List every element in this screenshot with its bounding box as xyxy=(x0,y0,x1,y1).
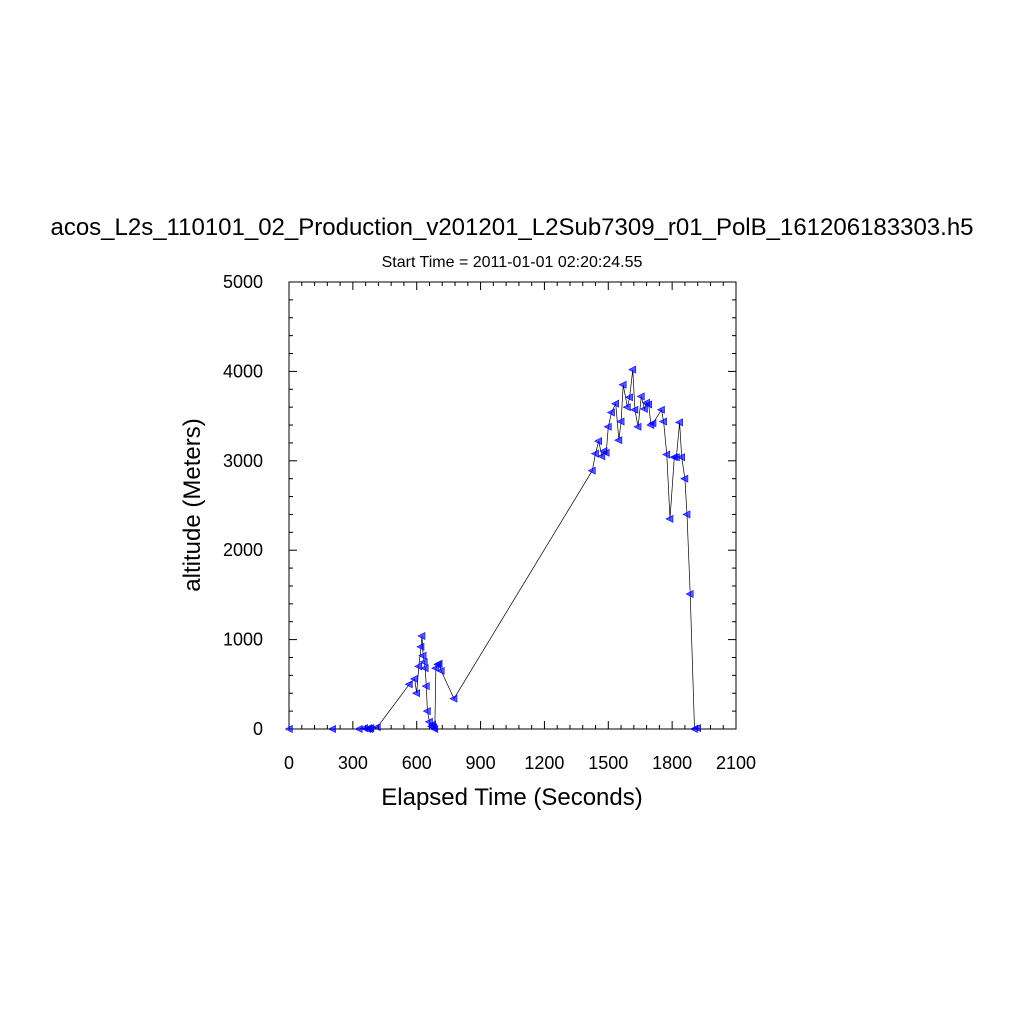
data-point xyxy=(628,365,637,374)
data-point xyxy=(662,450,671,459)
data-point xyxy=(354,725,363,733)
data-point xyxy=(603,422,612,431)
data-point xyxy=(636,392,645,401)
plot-frame xyxy=(288,281,737,730)
data-point xyxy=(434,659,443,668)
data-point xyxy=(284,725,293,733)
data-point xyxy=(597,452,606,461)
x-axis-label: Elapsed Time (Seconds) xyxy=(381,784,642,811)
data-point xyxy=(594,437,603,446)
data-point xyxy=(665,514,674,523)
data-point xyxy=(644,400,653,409)
data-point xyxy=(449,694,458,703)
data-point xyxy=(590,449,599,458)
y-tick-label: 1000 xyxy=(223,630,263,650)
data-point xyxy=(601,448,610,457)
data-point xyxy=(693,724,702,733)
data-point xyxy=(639,404,648,413)
data-point xyxy=(372,723,381,732)
data-point xyxy=(327,725,336,733)
data-point xyxy=(674,418,683,427)
y-axis-label: altitude (Meters) xyxy=(179,418,206,591)
data-point xyxy=(419,658,428,666)
x-tick-label: 1200 xyxy=(524,753,564,773)
data-point xyxy=(616,417,625,426)
data-point xyxy=(416,642,425,651)
data-point xyxy=(658,417,667,426)
data-point xyxy=(587,466,596,475)
data-point xyxy=(430,725,439,733)
x-tick-label: 900 xyxy=(466,753,496,773)
y-tick-label: 4000 xyxy=(223,361,263,381)
data-point xyxy=(614,436,623,445)
x-tick-label: 600 xyxy=(402,753,432,773)
x-tick-label: 0 xyxy=(284,753,294,773)
data-point xyxy=(648,419,657,428)
data-point xyxy=(409,674,418,683)
data-point xyxy=(624,393,633,402)
chart-title: acos_L2s_110101_02_Production_v201201_L2… xyxy=(50,214,973,241)
data-point xyxy=(685,590,694,598)
data-point xyxy=(633,422,642,431)
y-tick-label: 0 xyxy=(253,719,263,739)
tick-layer: 0 300 600 900 1200 1500 1800 2100 0 1000 2000 3000 4… xyxy=(223,272,756,773)
data-point xyxy=(677,453,686,462)
data-point xyxy=(420,664,429,673)
data-point xyxy=(404,680,413,689)
y-tick-label: 5000 xyxy=(223,272,263,292)
x-tick-label: 1800 xyxy=(652,753,692,773)
x-tick-label: 2100 xyxy=(716,753,756,773)
data-point xyxy=(622,403,631,412)
series-line xyxy=(289,369,698,731)
data-layer xyxy=(284,365,702,733)
data-point xyxy=(656,405,665,414)
data-point xyxy=(611,399,620,408)
data-point xyxy=(366,724,375,733)
data-point xyxy=(436,666,445,675)
y-tick-label: 3000 xyxy=(223,451,263,471)
chart-subtitle: Start Time = 2011-01-01 02:20:24.55 xyxy=(382,254,643,271)
data-point xyxy=(630,405,639,414)
data-point xyxy=(680,474,689,483)
data-point xyxy=(412,689,421,698)
data-point xyxy=(414,662,423,671)
x-tick-label: 300 xyxy=(338,753,368,773)
x-tick-label: 1500 xyxy=(588,753,628,773)
data-point xyxy=(421,682,430,691)
data-point xyxy=(682,510,691,519)
y-tick-label: 2000 xyxy=(223,540,263,560)
data-point xyxy=(418,651,427,660)
data-point xyxy=(618,380,627,389)
data-point xyxy=(606,408,615,417)
data-point xyxy=(417,632,426,640)
data-point xyxy=(422,707,431,716)
